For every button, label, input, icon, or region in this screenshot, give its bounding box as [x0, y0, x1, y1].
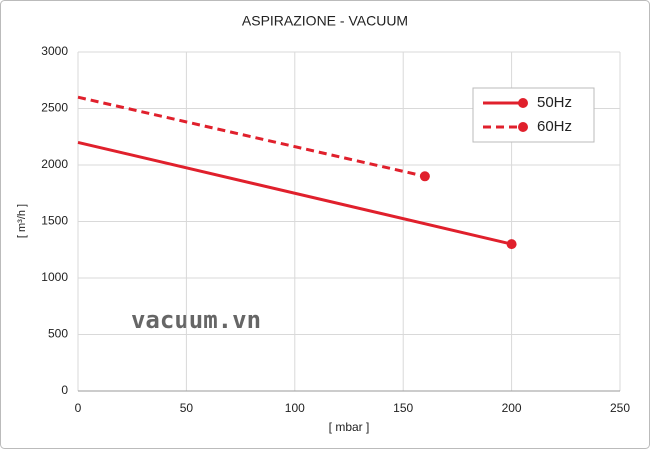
x-tick-label: 50	[180, 401, 194, 415]
y-axis-label: [ m³/h ]	[16, 204, 28, 238]
x-tick-label: 150	[393, 401, 413, 415]
legend-marker	[518, 122, 528, 132]
x-axis-label: [ mbar ]	[329, 420, 370, 434]
x-tick-label: 200	[502, 401, 522, 415]
watermark: vacuum.vn	[131, 306, 261, 334]
chart-title: ASPIRAZIONE - VACUUM	[242, 13, 408, 29]
legend-label: 50Hz	[537, 94, 572, 111]
line	[77, 140, 512, 246]
y-tick-label: 500	[48, 327, 68, 341]
y-tick-label: 1000	[41, 270, 68, 284]
y-tick-label: 0	[61, 383, 68, 397]
legend-marker	[518, 98, 528, 108]
y-tick-label: 1500	[41, 214, 68, 228]
marker	[506, 239, 517, 250]
x-tick-label: 100	[285, 401, 305, 415]
y-tick-label: 2500	[41, 101, 68, 115]
marker	[419, 171, 430, 182]
legend-label: 60Hz	[537, 118, 572, 135]
x-tick-label: 0	[75, 401, 82, 415]
line	[77, 95, 426, 178]
y-tick-label: 2000	[41, 157, 68, 171]
x-tick-label: 250	[610, 401, 630, 415]
legend-box	[472, 87, 595, 143]
y-tick-label: 3000	[41, 44, 68, 58]
